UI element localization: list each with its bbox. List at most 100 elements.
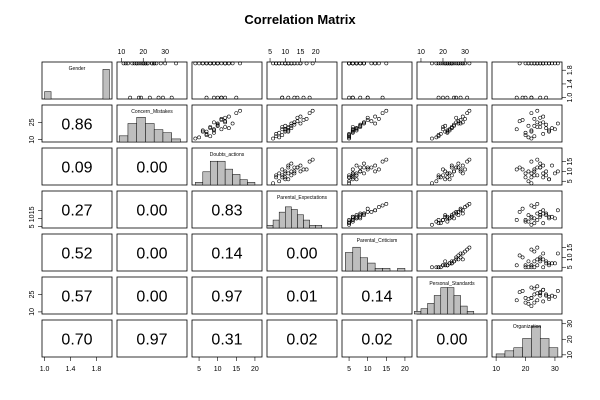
point [447, 127, 452, 132]
x-tick-label: 20 [401, 366, 409, 373]
variable-name: Gender [69, 66, 86, 72]
point [458, 206, 463, 211]
point [354, 61, 359, 66]
point [136, 61, 141, 66]
scatter-panel [514, 245, 560, 270]
panel-frame [191, 233, 263, 272]
correlation-value: 0.02 [286, 332, 317, 349]
panel-frame [191, 61, 263, 100]
panel-frame [491, 61, 563, 100]
point [434, 219, 439, 224]
point [174, 61, 178, 66]
point [460, 257, 465, 262]
point [443, 169, 448, 174]
point [430, 136, 434, 141]
point [123, 61, 128, 66]
point [271, 136, 275, 141]
panel-frame [416, 104, 488, 143]
point [230, 121, 235, 126]
point [226, 61, 231, 66]
histogram-bar [136, 117, 146, 143]
point [350, 95, 355, 100]
scatter-panel [193, 108, 242, 141]
point [441, 127, 445, 132]
point [128, 95, 133, 100]
point [547, 261, 551, 266]
point [219, 95, 224, 100]
x-tick-label: 10 [364, 366, 372, 373]
panel-frame [491, 276, 563, 315]
y-tick-label: 1.8 [567, 65, 574, 75]
point [532, 169, 537, 174]
point [465, 95, 470, 100]
point [204, 95, 209, 100]
point [286, 165, 291, 170]
point [347, 95, 351, 100]
point [362, 213, 366, 218]
point [436, 175, 441, 180]
point [274, 61, 279, 66]
point [354, 214, 359, 219]
x-tick-label: 10 [417, 49, 425, 56]
variable-name: Concern_Mistakes [131, 109, 173, 115]
point [280, 125, 285, 129]
point [529, 128, 534, 133]
point [538, 210, 543, 214]
panel-frame [341, 319, 413, 358]
point [350, 218, 355, 222]
point [541, 171, 546, 176]
point [223, 120, 228, 125]
point [441, 173, 445, 178]
point [438, 175, 443, 180]
point [384, 108, 389, 113]
y-tick-label: 5 [567, 265, 574, 269]
point [541, 265, 546, 270]
x-tick-label: 10 [281, 49, 289, 56]
histogram-bar [374, 268, 383, 272]
point [447, 261, 452, 266]
point [544, 95, 549, 100]
point [463, 116, 467, 121]
point [376, 116, 381, 121]
point [447, 177, 452, 182]
point [362, 171, 366, 176]
point [555, 169, 560, 174]
point [212, 120, 216, 125]
point [234, 95, 239, 100]
point [454, 61, 459, 66]
point [456, 213, 461, 218]
point [458, 255, 463, 260]
scatter-panel [271, 61, 315, 100]
point [150, 61, 154, 66]
point [535, 157, 540, 162]
point [212, 61, 216, 66]
correlation-value: 0.14 [211, 246, 242, 263]
point [535, 201, 540, 206]
point [369, 61, 374, 66]
point [517, 165, 522, 170]
point [384, 61, 389, 66]
point [538, 259, 543, 264]
point [458, 61, 463, 66]
point [553, 171, 557, 176]
histogram-bar [309, 225, 316, 229]
point [358, 213, 363, 218]
y-tick-label: 15 [567, 244, 574, 252]
histogram-bar [217, 160, 226, 186]
point [298, 169, 303, 174]
point [458, 208, 463, 213]
histogram-bar [162, 132, 172, 143]
panel-frame [491, 190, 563, 229]
point [529, 304, 534, 308]
panel-frame [191, 319, 263, 358]
point [121, 61, 126, 66]
point [365, 165, 370, 170]
point [143, 61, 148, 66]
point [532, 249, 537, 254]
histogram-bar [414, 311, 422, 315]
histogram-bar [440, 287, 448, 315]
point [197, 61, 201, 66]
point [376, 167, 381, 172]
point [547, 294, 551, 299]
